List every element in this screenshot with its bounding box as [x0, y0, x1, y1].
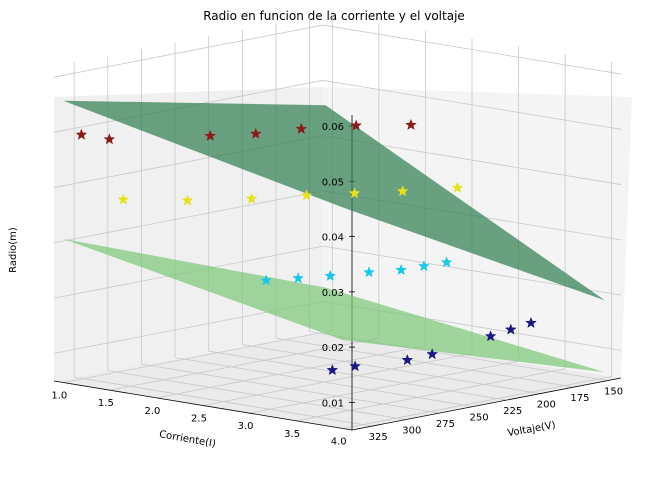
y-axis-label: Voltaje(V): [507, 420, 557, 439]
z-grid-line: [53, 190, 324, 244]
x-grid-line: [296, 368, 566, 422]
y-tick-label: 250: [470, 413, 489, 424]
x-grid-line: [109, 337, 379, 391]
z-tick-label: 0.02: [322, 343, 344, 354]
x-grid-line: [156, 345, 426, 399]
y-grid-line: [275, 337, 574, 388]
data-point-star: [181, 194, 194, 206]
y-tick-label: 175: [570, 393, 589, 404]
data-point-star: [350, 119, 363, 131]
data-point-star: [417, 260, 430, 272]
data-point-star: [260, 274, 273, 286]
y-tick-label: 225: [503, 406, 522, 417]
data-point-star: [349, 360, 362, 372]
y-grid-line: [208, 350, 507, 401]
data-point-star: [75, 128, 88, 140]
z-tick-label: 0.03: [322, 288, 344, 299]
data-point-star: [292, 272, 305, 284]
data-point-star: [395, 263, 408, 276]
y-tick-label: 150: [604, 387, 623, 398]
y-grid-line: [141, 363, 440, 414]
plane-surface: [63, 238, 605, 373]
y-grid-line: [242, 344, 541, 394]
y-tick-label: 275: [436, 419, 455, 430]
z-axis-label: Radio(m): [8, 227, 19, 273]
x-tick-label: 2.5: [191, 414, 207, 425]
tick-labels: 0.01 0.02 0.03 0.04 0.05 0.06 1.0 1.5 2.0 2.5 3.0 3…: [51, 122, 623, 447]
x-grid-line: [63, 330, 333, 383]
data-point-star: [324, 269, 337, 282]
data-point-star: [484, 330, 497, 342]
y-grid-line: [174, 357, 474, 407]
data-point-star: [326, 363, 339, 376]
x-tick-label: 2.0: [144, 406, 160, 417]
y-tick-label: 200: [537, 400, 556, 411]
x-tick-label: 3.5: [284, 429, 300, 440]
y-grid-line: [74, 376, 373, 427]
data-point-star: [363, 266, 375, 278]
z-grid-line: [53, 24, 324, 78]
data-point-star: [405, 118, 417, 131]
y-axis-line: [351, 377, 622, 431]
data-point-star: [295, 122, 308, 134]
data-point-star: [348, 187, 361, 199]
data-point-star: [426, 348, 439, 360]
data-point-star: [300, 189, 313, 201]
surfaces: [63, 100, 605, 373]
data-point-star: [204, 129, 217, 142]
z-tick-label: 0.06: [322, 122, 344, 133]
x-axis-label: Corriente(I): [158, 429, 216, 450]
x-tick-label: 1.5: [98, 398, 114, 409]
data-points: [75, 118, 537, 376]
z-tick-label: 0.05: [322, 177, 344, 188]
x-tick-label: 4.0: [331, 436, 347, 447]
y-grid-line: [107, 370, 406, 420]
data-point-star: [451, 181, 464, 193]
y-tick-label: 325: [369, 432, 388, 443]
x-grid-line: [202, 353, 473, 406]
data-point-star: [103, 133, 116, 145]
plane-surface: [63, 100, 605, 301]
data-point-star: [504, 323, 517, 335]
data-point-star: [249, 127, 262, 139]
data-point-star: [396, 185, 409, 197]
x-grid-line: [249, 360, 519, 414]
data-point-star: [525, 316, 537, 329]
chart-title: Radio en funcion de la corriente y el vo…: [203, 9, 465, 23]
data-point-star: [440, 256, 453, 268]
z-tick-label: 0.01: [322, 398, 344, 409]
x-grid-line: [342, 376, 612, 429]
data-point-star: [117, 193, 130, 205]
z-tick-label: 0.04: [322, 233, 344, 244]
x-tick-label: 3.0: [238, 421, 254, 432]
x-tick-label: 1.0: [51, 391, 67, 402]
data-point-star: [245, 192, 258, 204]
data-point-star: [401, 353, 414, 366]
x-axis-line: [53, 380, 353, 431]
grid: [53, 15, 622, 429]
y-tick-label: 300: [402, 426, 421, 437]
